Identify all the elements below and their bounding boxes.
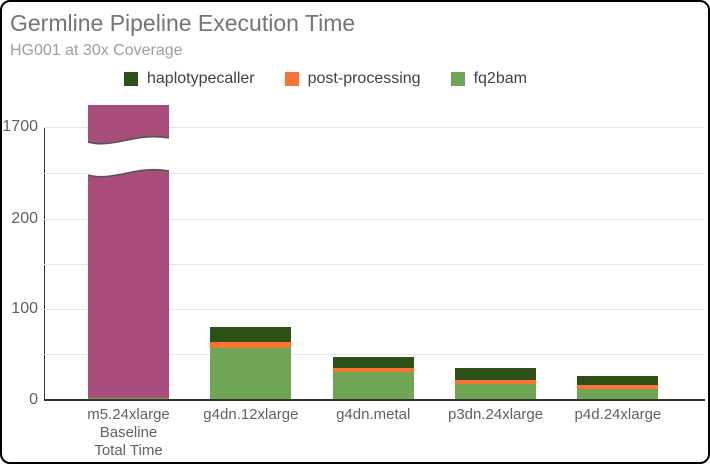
bar-segment-fq2bam: [577, 388, 659, 400]
bar-segment-post-processing: [577, 385, 659, 389]
bar-segment-haplotypecaller: [210, 327, 292, 342]
legend-label: fq2bam: [473, 70, 527, 87]
bar-segment-fq2bam: [88, 397, 169, 400]
legend-item-post-processing: post-processing: [284, 70, 421, 88]
chart-title: Germline Pipeline Execution Time: [10, 10, 356, 36]
x-axis-sublabel: Baseline: [99, 424, 158, 441]
x-axis-category-label: m5.24xlarge Baseline Total Time: [64, 406, 194, 460]
fq2bam-swatch-icon: [450, 72, 465, 86]
y-axis-tick-label: 200: [11, 209, 38, 227]
gridline: [44, 127, 704, 128]
axis-break-band: [88, 135, 169, 178]
post-processing-swatch-icon: [284, 72, 299, 86]
bar-segment-fq2bam: [332, 372, 414, 400]
bar-segment-post-processing: [332, 367, 414, 373]
gridline: [44, 309, 704, 310]
x-axis-category-label: p4d.24xlarge: [574, 406, 662, 423]
gridline: [44, 218, 704, 220]
x-axis-category-label: p3dn.24xlarge: [448, 406, 544, 423]
gridline: [44, 354, 704, 356]
y-axis-tick-label: 100: [11, 300, 38, 317]
x-axis-sublabel: Total Time: [94, 442, 163, 459]
y-axis-tick-label: 0: [29, 390, 38, 408]
legend-item-haplotypecaller: haplotypecaller: [124, 70, 255, 88]
bar-segment-fq2bam: [210, 347, 292, 400]
bar-segment-post-processing: [210, 341, 292, 348]
bar-segment-fq2bam: [455, 384, 537, 400]
y-axis-tick-label: 1700: [2, 118, 38, 135]
bar-segment-haplotypecaller: [332, 356, 414, 368]
gridline: [44, 263, 704, 265]
y-axis-line: [44, 127, 45, 400]
haplotypecaller-swatch-icon: [124, 72, 138, 86]
bar-segment-post-processing: [455, 379, 537, 385]
bar-segment-haplotypecaller: [577, 375, 659, 386]
x-axis-category-label: g4dn.metal: [336, 406, 411, 423]
chart-subtitle: HG001 at 30x Coverage: [10, 42, 183, 59]
legend-label: post-processing: [307, 70, 421, 87]
legend: haplotypecaller post-processing fq2bam: [124, 70, 527, 88]
legend-label: haplotypecaller: [147, 70, 255, 87]
x-axis-line: [44, 399, 705, 401]
x-axis-category-label: g4dn.12xlarge: [203, 406, 299, 423]
bar-segment-haplotypecaller: [455, 367, 537, 380]
gridline: [44, 173, 704, 175]
legend-item-fq2bam: fq2bam: [450, 70, 527, 88]
baseline-total-bar: [88, 105, 169, 398]
